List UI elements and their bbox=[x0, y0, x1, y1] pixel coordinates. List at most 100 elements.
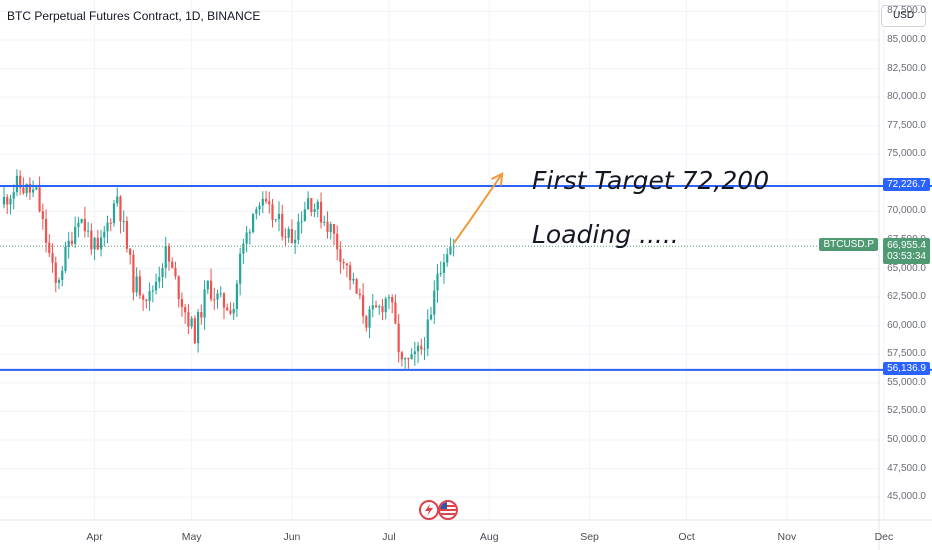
price-tick-label: 85,000.0 bbox=[887, 34, 926, 45]
candle-body bbox=[271, 204, 274, 221]
price-tick-label: 57,500.0 bbox=[887, 348, 926, 360]
candle-body bbox=[339, 249, 342, 262]
candle-body bbox=[397, 323, 400, 353]
projection-arrow[interactable] bbox=[452, 173, 504, 245]
target-annotation[interactable]: First Target 72,200 bbox=[532, 166, 770, 195]
candle-body bbox=[303, 209, 306, 222]
candle-body bbox=[374, 305, 378, 308]
price-tick-label: 87,500.0 bbox=[887, 5, 926, 17]
time-tick-label: Jun bbox=[283, 531, 301, 543]
candle-body bbox=[109, 222, 112, 224]
candle-body bbox=[352, 279, 355, 281]
resistance-price-tag: 72,226.7 bbox=[883, 177, 930, 191]
lightning-icon[interactable] bbox=[419, 500, 439, 520]
candle-body bbox=[336, 233, 339, 250]
candle-body bbox=[361, 295, 365, 317]
grid-lines bbox=[0, 0, 885, 520]
candle-body bbox=[306, 198, 310, 210]
candle-body bbox=[2, 196, 6, 205]
candle-body bbox=[197, 312, 200, 344]
candle-body bbox=[310, 198, 313, 212]
time-tick-label: Apr bbox=[86, 531, 103, 543]
candle-body bbox=[70, 240, 74, 244]
candle-body bbox=[206, 280, 209, 290]
candle-body bbox=[391, 297, 394, 303]
candle-body bbox=[433, 290, 436, 315]
candle-body bbox=[436, 273, 439, 291]
candle-body bbox=[313, 209, 316, 212]
candle-body bbox=[51, 253, 54, 263]
candle-body bbox=[200, 312, 203, 318]
candle-body bbox=[80, 218, 83, 223]
candle-body bbox=[99, 237, 103, 250]
chart-title: BTC Perpetual Futures Contract, 1D, BINA… bbox=[7, 9, 261, 23]
candle-body bbox=[371, 305, 374, 310]
price-tick-label: 75,000.0 bbox=[887, 148, 926, 160]
last-price-tag: 66,955.4 03:53:34 bbox=[883, 238, 930, 265]
candle-body bbox=[319, 201, 323, 223]
candle-body bbox=[193, 318, 196, 344]
candle-body bbox=[355, 279, 358, 294]
candle-body bbox=[255, 209, 258, 214]
last-price-value: 66,955.4 bbox=[887, 240, 926, 252]
candle-body bbox=[164, 245, 167, 269]
candle-body bbox=[6, 196, 9, 205]
candle-body bbox=[180, 299, 184, 308]
time-tick-label: Sep bbox=[580, 531, 599, 543]
time-tick-label: Oct bbox=[678, 531, 695, 543]
candle-body bbox=[251, 213, 255, 233]
candle-body bbox=[132, 254, 135, 293]
candle-body bbox=[83, 218, 86, 232]
candle-body bbox=[300, 221, 303, 223]
candle-body bbox=[429, 314, 433, 320]
support-price-tag: 56,136.9 bbox=[883, 361, 930, 375]
candle-body bbox=[358, 293, 361, 296]
candle-body bbox=[19, 175, 22, 188]
candle-body bbox=[323, 221, 326, 223]
candle-body bbox=[87, 230, 90, 232]
candle-body bbox=[413, 351, 416, 355]
candle-body bbox=[387, 297, 391, 299]
candle-body bbox=[332, 224, 336, 234]
candle-body bbox=[439, 272, 442, 274]
candle-body bbox=[145, 299, 148, 302]
price-tick-label: 52,500.0 bbox=[887, 405, 926, 417]
candle-body bbox=[190, 318, 193, 327]
loading-annotation[interactable]: Loading ..... bbox=[532, 220, 679, 249]
candle-body bbox=[213, 299, 216, 301]
candle-body bbox=[48, 242, 51, 254]
candle-body bbox=[12, 192, 15, 199]
candle-body bbox=[77, 222, 80, 227]
candle-body bbox=[268, 201, 271, 205]
currency-button[interactable]: USD bbox=[881, 5, 926, 27]
candle-body bbox=[245, 232, 248, 244]
candle-body bbox=[277, 213, 281, 220]
candle-body bbox=[125, 220, 129, 249]
candle-body bbox=[239, 253, 242, 284]
candle-body bbox=[329, 224, 332, 233]
candle-body bbox=[61, 270, 64, 280]
candle-body bbox=[404, 358, 407, 360]
candle-body bbox=[400, 352, 404, 360]
candle-body bbox=[167, 245, 171, 262]
candle-body bbox=[345, 263, 349, 266]
us-flag-icon[interactable] bbox=[438, 500, 458, 520]
candle-body bbox=[316, 201, 319, 210]
candle-body bbox=[25, 183, 28, 194]
candle-body bbox=[90, 230, 93, 250]
candle-body bbox=[44, 218, 48, 243]
candle-body bbox=[281, 213, 284, 237]
candle-body bbox=[342, 261, 345, 264]
candle-body bbox=[93, 237, 96, 250]
candle-body bbox=[203, 289, 206, 318]
candle-body bbox=[32, 189, 35, 193]
candle-body bbox=[148, 291, 151, 302]
price-tick-label: 70,000.0 bbox=[887, 205, 926, 217]
price-tick-label: 60,000.0 bbox=[887, 319, 926, 331]
candle-body bbox=[64, 246, 67, 271]
candle-body bbox=[242, 243, 245, 254]
price-tick-label: 62,500.0 bbox=[887, 291, 926, 303]
candle-body bbox=[154, 281, 158, 291]
candle-body bbox=[209, 280, 213, 300]
